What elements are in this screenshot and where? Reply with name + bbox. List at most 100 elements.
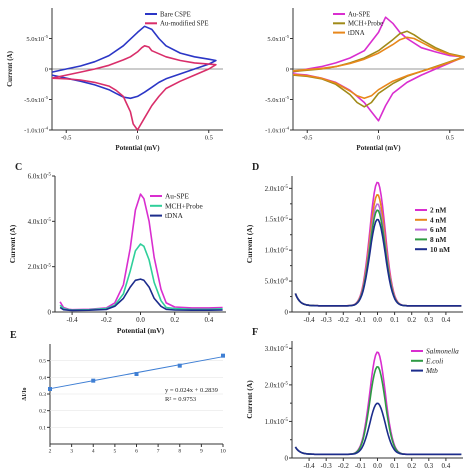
x-tick-label-e: 4: [92, 449, 95, 455]
y-tick-label-c: 4.0x10-5: [28, 218, 52, 226]
series-line-a-1: [51, 45, 217, 131]
x-tick-label-d: 0.2: [407, 316, 416, 324]
panel-letter-f: F: [252, 327, 258, 338]
x-tick-label-d: -0.2: [338, 316, 350, 324]
legend-label-c-0: Au-SPE: [165, 192, 189, 201]
series-line-c-1: [59, 243, 223, 311]
data-point-e-3: [177, 363, 182, 368]
y-tick-label-a: -1.0x10-4: [24, 126, 49, 135]
y-tick-label-d: 1.0x10-5: [265, 247, 289, 255]
y-tick-label-f: 0: [285, 454, 289, 462]
legend-label-d-2: 6 nM: [430, 225, 447, 234]
x-tick-label-f: 0.4: [442, 462, 451, 470]
series-line-b-2: [292, 36, 465, 100]
y-tick-label-c: 0: [48, 308, 52, 316]
x-tick-label-a: 0.5: [205, 135, 213, 142]
legend-label-f-1: E.coli: [425, 356, 443, 365]
x-tick-label-e: 8: [178, 449, 181, 455]
y-tick-label-d: 2.0x10-5: [265, 185, 289, 193]
x-tick-label-d: 0.1: [390, 316, 399, 324]
y-tick-label-f: 3.0x10-5: [265, 345, 289, 353]
y-tick-label-f: 1.0x10-5: [265, 418, 289, 426]
x-tick-label-f: 0.3: [424, 462, 433, 470]
x-tick-label-b: 0.5: [446, 135, 454, 142]
x-tick-label-e: 2: [49, 449, 52, 455]
y-tick-label-d: 5.0x10-6: [265, 278, 289, 286]
y-tick-label-b: 5.0x10-5: [267, 34, 289, 43]
legend-label-d-0: 2 nM: [430, 206, 447, 215]
legend-label-a-0: Bare CSPE: [160, 11, 191, 18]
y-axis-label-d: Current (A): [245, 224, 254, 263]
x-tick-label-c: -0.2: [101, 316, 113, 324]
x-tick-label-f: -0.1: [355, 462, 367, 470]
panel-d: D -0.4 -0.3 -0.2 -0.1 0.0 0.1 0.2 0.3 0.4 0 5.0x10-…: [245, 162, 463, 324]
panel-a: -0.5 0 0.5 -1.0x10-4 -5.0x10-5 0 5.0x10-5 Poten…: [6, 8, 223, 152]
legend-label-f-2: Mtb: [425, 366, 438, 375]
x-tick-label-f: 0.0: [373, 462, 382, 470]
x-axis-label-a: Potential (mV): [115, 144, 160, 152]
y-axis-label-e: ΔI/Io: [22, 387, 28, 400]
data-point-e-1: [91, 378, 96, 383]
panel-e: E 2 3 4 5 6 7 8 9 10 0.1 0.2 0.3 0.4 0.5 ΔI/Io y = 0.024…: [10, 330, 226, 455]
series-line-f-2: [294, 402, 462, 456]
legend-label-b-0: Au-SPE: [348, 11, 370, 18]
x-tick-label-d: -0.3: [321, 316, 333, 324]
legend-label-b-2: tDNA: [348, 30, 365, 37]
data-point-e-4: [221, 353, 225, 358]
series-line-d-4: [294, 218, 462, 307]
x-tick-label-c: -0.4: [67, 316, 79, 324]
x-axis-label-c: Potential (mV): [117, 326, 165, 335]
y-tick-label-b: -5.0x10-5: [265, 95, 290, 104]
fit-equation: y = 0.024x + 0.2839: [165, 387, 218, 394]
panel-f: F -0.4 -0.3 -0.2 -0.1 0.0 0.1 0.2 0.3 0.4 0 1.0x10-…: [245, 327, 463, 470]
panel-letter-c: C: [15, 162, 22, 173]
x-tick-label-f: -0.2: [338, 462, 350, 470]
legend-label-d-1: 4 nM: [430, 215, 447, 224]
series-line-c-0: [59, 193, 223, 311]
panel-b: -0.5 0 0.5 -1.0x10-4 -5.0x10-5 0 5.0x10-5 Poten…: [265, 8, 465, 152]
panel-letter-e: E: [10, 330, 17, 341]
x-tick-label-f: -0.3: [321, 462, 333, 470]
legend-label-b-1: MCH+Probe: [348, 21, 383, 28]
data-point-e-0: [48, 387, 52, 391]
x-tick-label-d: 0.4: [442, 316, 451, 324]
y-tick-label-e: 0.5: [39, 359, 46, 365]
y-tick-label-e: 0.2: [39, 409, 46, 415]
y-tick-label-d: 0: [285, 308, 289, 316]
x-tick-label-f: 0.1: [390, 462, 399, 470]
x-tick-label-e: 6: [135, 449, 138, 455]
y-axis-label-f: Current (A): [245, 380, 254, 419]
y-tick-label-c: 6.0x10-5: [28, 172, 52, 180]
panel-letter-d: D: [252, 162, 259, 173]
series-line-c-2: [59, 278, 223, 312]
x-tick-label-f: -0.4: [304, 462, 316, 470]
y-tick-label-c: 2.0x10-5: [28, 263, 52, 271]
y-tick-label-d: 1.5x10-5: [265, 216, 289, 224]
panel-c: C -0.4 -0.2 0.0 0.2 0.4 0 2.0x10-5 4.0x10-5 6.0x1…: [8, 162, 226, 335]
fit-r2: R² = 0.9753: [165, 396, 196, 403]
x-tick-label-c: 0.2: [170, 316, 179, 324]
y-tick-label-e: 0.3: [39, 392, 46, 398]
y-tick-label-a: 5.0x10-5: [26, 34, 48, 43]
y-tick-label-f: 2.0x10-5: [265, 381, 289, 389]
x-tick-label-d: 0.0: [373, 316, 382, 324]
x-tick-label-d: -0.1: [355, 316, 367, 324]
x-tick-label-d: -0.4: [304, 316, 316, 324]
x-tick-label-e: 7: [157, 449, 160, 455]
legend-label-d-3: 8 nM: [430, 235, 447, 244]
x-tick-label-e: 5: [114, 449, 117, 455]
y-tick-label-b: -1.0x10-4: [265, 126, 290, 135]
x-tick-label-a: -0.5: [61, 135, 71, 142]
x-tick-label-e: 10: [220, 449, 226, 455]
x-tick-label-b: 0: [377, 135, 380, 142]
x-tick-label-e: 3: [70, 449, 73, 455]
legend-label-c-2: tDNA: [165, 211, 184, 220]
legend-label-d-4: 10 nM: [430, 245, 450, 254]
x-tick-label-f: 0.2: [407, 462, 416, 470]
x-tick-label-a: 0: [136, 135, 139, 142]
legend-label-c-1: MCH+Probe: [165, 201, 203, 210]
y-tick-label-a: 0: [45, 66, 48, 73]
series-line-f-1: [294, 366, 462, 456]
legend-label-f-0: Salmonella: [426, 347, 459, 356]
